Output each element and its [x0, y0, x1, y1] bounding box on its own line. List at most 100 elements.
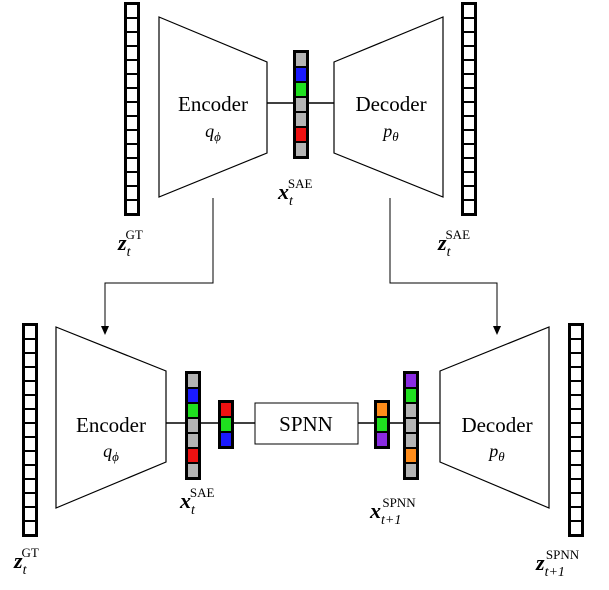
vector-cell-cell_white: [25, 340, 35, 352]
vector-cell-green: [296, 83, 306, 96]
vector-cell-gray: [296, 113, 306, 126]
vector-cell-cell_white: [25, 452, 35, 464]
vector-cell-cell_white: [25, 368, 35, 380]
vector-cell-cell_white: [571, 326, 581, 338]
vector-cell-cell_white: [464, 47, 474, 59]
vector-cell-red: [188, 449, 198, 462]
top-input-label: ztGT: [117, 227, 143, 260]
vector-cell-cell_white: [127, 103, 137, 115]
vector-cell-gray: [406, 404, 416, 417]
vector-cell-cell_white: [464, 89, 474, 101]
vector-cell-cell_white: [464, 75, 474, 87]
top-output-vector: [461, 2, 477, 216]
vector-cell-blue: [221, 433, 231, 446]
vector-cell-purple: [377, 433, 387, 446]
top-encoder-title: Encoder: [178, 92, 248, 116]
bottom-encoder-title: Encoder: [76, 413, 146, 437]
vector-cell-cell_white: [25, 466, 35, 478]
vector-cell-cell_white: [127, 19, 137, 31]
vector-cell-cell_white: [464, 61, 474, 73]
vector-cell-cell_white: [571, 480, 581, 492]
vector-cell-cell_white: [571, 410, 581, 422]
vector-cell-orange: [377, 403, 387, 416]
vector-cell-cell_white: [127, 131, 137, 143]
encoder-shared-arrow: [101, 198, 214, 335]
vector-cell-cell_white: [127, 117, 137, 129]
vector-cell-cell_white: [464, 33, 474, 45]
vector-cell-cell_white: [464, 131, 474, 143]
bottom-output-label: zt+1SPNN: [535, 547, 580, 580]
vector-cell-gray: [296, 143, 306, 156]
vector-cell-cell_white: [464, 159, 474, 171]
vector-cell-cell_white: [464, 19, 474, 31]
vector-cell-cell_white: [571, 368, 581, 380]
vector-cell-red: [221, 403, 231, 416]
vector-cell-gray: [188, 464, 198, 477]
vector-cell-cell_white: [571, 438, 581, 450]
vector-cell-cell_white: [571, 340, 581, 352]
vector-cell-cell_white: [127, 173, 137, 185]
vector-cell-cell_white: [127, 33, 137, 45]
bottom-encoder-param: qϕ: [103, 441, 119, 464]
top-encoder-block: [158, 16, 268, 198]
vector-cell-cell_white: [127, 89, 137, 101]
bottom-latent-output-label: xt+1SPNN: [369, 495, 416, 528]
bottom-output-vector: [568, 323, 584, 537]
vector-cell-cell_white: [127, 61, 137, 73]
vector-cell-gray: [406, 464, 416, 477]
vector-cell-cell_white: [571, 382, 581, 394]
vector-cell-gray: [296, 98, 306, 111]
vector-cell-red: [296, 128, 306, 141]
vector-cell-cell_white: [25, 410, 35, 422]
vector-cell-cell_white: [571, 494, 581, 506]
top-output-label: ztSAE: [437, 227, 470, 260]
vector-cell-blue: [296, 68, 306, 81]
top-decoder-block: [333, 16, 444, 198]
vector-cell-cell_white: [464, 201, 474, 213]
bottom-latent-input-label: xtSAE: [179, 485, 215, 518]
vector-cell-gray: [296, 53, 306, 66]
vector-cell-green: [221, 418, 231, 431]
bottom-latent-output-vector: [403, 371, 419, 480]
vector-cell-gray: [188, 419, 198, 432]
vector-cell-cell_white: [464, 117, 474, 129]
bottom-decoder-block: [439, 326, 550, 509]
vector-cell-cell_white: [571, 466, 581, 478]
vector-cell-blue: [188, 389, 198, 402]
vector-cell-cell_white: [571, 424, 581, 436]
vector-cell-cell_white: [25, 382, 35, 394]
vector-cell-cell_white: [127, 145, 137, 157]
bottom-latent-input-vector: [185, 371, 201, 480]
vector-cell-cell_white: [571, 508, 581, 520]
vector-cell-gray: [406, 434, 416, 447]
vector-cell-green: [188, 404, 198, 417]
spnn-label: SPNN: [279, 412, 333, 436]
vector-cell-cell_white: [25, 480, 35, 492]
vector-cell-cell_white: [571, 452, 581, 464]
vector-cell-cell_white: [25, 522, 35, 534]
vector-cell-cell_white: [571, 522, 581, 534]
vector-cell-cell_white: [464, 145, 474, 157]
vector-cell-cell_white: [25, 494, 35, 506]
vector-cell-cell_white: [127, 75, 137, 87]
bottom-encoder-block: [55, 326, 167, 509]
vector-cell-green: [377, 418, 387, 431]
top-latent-label: xtSAE: [277, 176, 313, 209]
vector-cell-cell_white: [127, 47, 137, 59]
vector-cell-cell_white: [464, 103, 474, 115]
vector-cell-cell_white: [464, 187, 474, 199]
vector-cell-cell_white: [25, 396, 35, 408]
vector-cell-cell_white: [127, 5, 137, 17]
vector-cell-purple: [406, 374, 416, 387]
top-decoder-title: Decoder: [355, 92, 426, 116]
vector-cell-green: [406, 389, 416, 402]
vector-cell-cell_white: [464, 5, 474, 17]
vector-cell-cell_white: [464, 173, 474, 185]
spnn-block: [254, 402, 359, 445]
vector-cell-cell_white: [127, 187, 137, 199]
bottom-reduced-input-vector: [218, 400, 234, 449]
bottom-decoder-title: Decoder: [461, 413, 532, 437]
vector-cell-orange: [406, 449, 416, 462]
top-latent-vector: [293, 50, 309, 159]
